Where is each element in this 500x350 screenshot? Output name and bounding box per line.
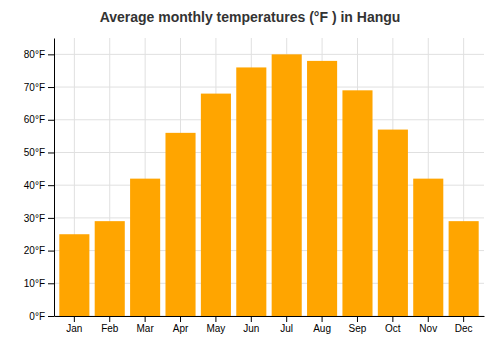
y-tick-mark [48,120,54,121]
bar [165,133,195,316]
x-tick-mark [215,316,216,322]
y-tick-label: 30°F [24,213,45,224]
bar [413,179,443,316]
y-tick: 20°F [24,245,54,256]
x-tick: May [206,316,225,334]
x-tick-mark [109,316,110,322]
y-tick-label: 80°F [24,49,45,60]
x-tick-label: Dec [455,323,473,334]
grid-line-y [54,54,484,55]
grid-line-y [54,152,484,153]
y-tick: 30°F [24,213,54,224]
x-tick-label: Jun [243,323,259,334]
bar [272,54,302,316]
x-tick-label: Nov [419,323,437,334]
y-tick: 80°F [24,49,54,60]
x-tick-mark [322,316,323,322]
bar [449,221,479,316]
bar [236,67,266,316]
grid [54,38,484,316]
bar [201,94,231,316]
y-tick-label: 10°F [24,278,45,289]
plot-area: 0°F 10°F 20°F 30°F 40°F 50°F 60°F 70°F 80°F Jan Fe… [24,38,485,334]
x-tick: Jul [280,316,293,334]
y-tick: 0°F [29,311,54,322]
y-tick: 10°F [24,278,54,289]
grid-line-y [54,87,484,88]
x-tick-label: Sep [349,323,367,334]
chart-svg: 0°F 10°F 20°F 30°F 40°F 50°F 60°F 70°F 80°F Jan Fe… [0,0,500,350]
x-tick-mark [286,316,287,322]
x-tick: Feb [101,316,119,334]
x-tick-label: Aug [313,323,331,334]
bar [95,221,125,316]
x-tick-label: Mar [137,323,155,334]
y-tick-label: 50°F [24,147,45,158]
x-tick-mark [463,316,464,322]
y-tick-mark [48,283,54,284]
x-tick-mark [428,316,429,322]
y-tick-mark [48,218,54,219]
title: Average monthly temperatures (°F ) in Ha… [100,9,401,25]
bar [378,130,408,316]
x-tick-mark [392,316,393,322]
x-tick: Apr [173,316,189,334]
y-tick-label: 0°F [29,311,45,322]
bar [130,179,160,316]
y-tick-mark [48,185,54,186]
y-tick-mark [48,316,54,317]
y-tick-mark [48,54,54,55]
y-tick-label: 60°F [24,114,45,125]
y-axis: 0°F 10°F 20°F 30°F 40°F 50°F 60°F 70°F 80°F [24,39,55,322]
x-tick: Jan [66,316,82,334]
x-tick-label: Feb [101,323,119,334]
y-tick-mark [48,87,54,88]
x-tick: Mar [137,316,155,334]
x-tick-mark [74,316,75,322]
y-tick: 50°F [24,147,54,158]
x-tick-label: Apr [173,323,189,334]
y-tick-mark [48,251,54,252]
bars [59,54,478,316]
x-tick-mark [251,316,252,322]
bar [59,234,89,316]
y-tick: 70°F [24,82,54,93]
x-tick-mark [357,316,358,322]
grid-line-y [54,119,484,120]
bar [342,90,372,316]
y-tick-label: 70°F [24,82,45,93]
x-tick: Sep [349,316,367,334]
x-tick-mark [180,316,181,322]
x-tick-label: May [206,323,225,334]
x-tick: Nov [419,316,437,334]
x-tick: Dec [455,316,473,334]
y-tick-label: 20°F [24,245,45,256]
x-axis: Jan Feb Mar Apr May Jun Jul Aug Sep Oct Nov Dec [55,316,485,334]
x-tick: Oct [385,316,401,334]
x-tick: Jun [243,316,259,334]
chart-container: 0°F 10°F 20°F 30°F 40°F 50°F 60°F 70°F 80°F Jan Fe… [0,0,500,350]
x-tick-label: Jul [280,323,293,334]
y-tick: 40°F [24,180,54,191]
x-tick-label: Oct [385,323,401,334]
x-tick-label: Jan [66,323,82,334]
x-axis-line [55,316,485,317]
y-axis-line [54,39,55,317]
x-tick-mark [145,316,146,322]
bar [307,61,337,316]
y-tick-label: 40°F [24,180,45,191]
y-tick: 60°F [24,114,54,125]
y-tick-mark [48,152,54,153]
x-tick: Aug [313,316,331,334]
